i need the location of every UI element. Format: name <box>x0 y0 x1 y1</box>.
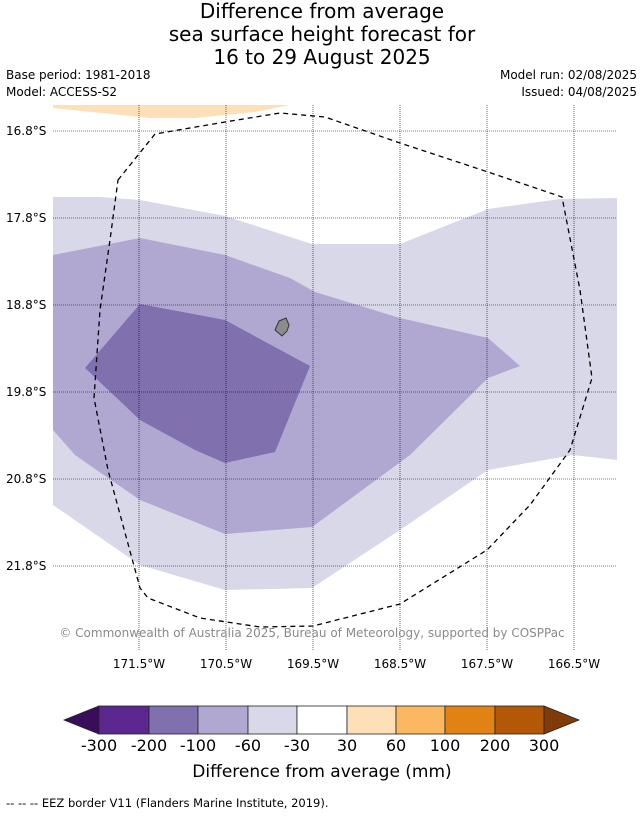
colorbar-segment-8 <box>444 705 496 735</box>
longitude-gridlines <box>138 105 575 650</box>
lat-label-5: 20.8°S <box>6 472 47 486</box>
colorbar-tick-8: 100 <box>429 736 461 755</box>
lon-label-4: 168.5°W <box>373 657 427 671</box>
island-land <box>274 317 290 337</box>
colorbar-segment-9 <box>494 705 545 735</box>
copyright-notice: © Commonwealth of Australia 2025, Bureau… <box>59 626 565 640</box>
colorbar-tick-4: -60 <box>234 736 262 755</box>
lon-label-3: 169.5°W <box>286 657 340 671</box>
lat-label-6: 21.8°S <box>6 559 47 573</box>
colorbar-tick-6: 30 <box>336 736 358 755</box>
meta-right: Model run: 02/08/2025 Issued: 04/08/2025 <box>500 67 637 101</box>
colorbar-segment-5 <box>296 705 348 735</box>
lat-label-2: 17.8°S <box>6 211 47 225</box>
lon-label-6: 166.5°W <box>547 657 601 671</box>
colorbar-tick-10: 300 <box>528 736 560 755</box>
map-title: Difference from average sea surface heig… <box>0 0 644 69</box>
lat-label-4: 19.8°S <box>6 385 47 399</box>
sea-height-map <box>53 105 617 650</box>
title-line-1: Difference from average <box>199 0 445 23</box>
colorbar-segment-3 <box>197 705 249 735</box>
model-run: Model run: 02/08/2025 <box>499 68 637 82</box>
colorbar-segment-7 <box>395 705 446 735</box>
lat-label-1: 16.8°S <box>6 124 47 138</box>
colorbar-segment-4 <box>247 705 298 735</box>
colorbar-segment-6 <box>346 705 397 735</box>
colorbar-tick-7: 60 <box>385 736 407 755</box>
eez-legend-symbol: -- -- -- <box>6 796 39 810</box>
lon-label-1: 171.5°W <box>112 657 166 671</box>
latitude-gridlines <box>53 130 617 567</box>
eez-border <box>93 112 593 628</box>
colorbar-segment-1 <box>98 705 150 735</box>
colorbar-segment-2 <box>148 705 199 735</box>
meta-left: Base period: 1981-2018 Model: ACCESS-S2 <box>6 67 151 101</box>
eez-legend-text: EEZ border V11 (Flanders Marine Institut… <box>41 796 329 810</box>
colorbar-tick-3: -100 <box>179 736 217 755</box>
lon-label-5: 167.5°W <box>460 657 514 671</box>
title-line-2: sea surface height forecast for <box>168 22 476 46</box>
colorbar-tick-5: -30 <box>283 736 311 755</box>
footer-legend: -- -- -- EEZ border V11 (Flanders Marine… <box>6 796 329 810</box>
issued-date: Issued: 04/08/2025 <box>521 85 637 99</box>
colorbar-segment-above-max <box>543 705 581 735</box>
colorbar-tick-1: -300 <box>80 736 118 755</box>
colorbar-tick-2: -200 <box>130 736 168 755</box>
title-line-3: 16 to 29 August 2025 <box>213 45 431 69</box>
model-name: Model: ACCESS-S2 <box>6 85 118 99</box>
anomaly-band-negative-100-200 <box>85 304 310 463</box>
colorbar-tick-9: 200 <box>479 736 511 755</box>
map-fill-layer <box>53 105 617 590</box>
lon-label-2: 170.5°W <box>199 657 253 671</box>
colorbar-segment-below-min <box>62 705 100 735</box>
base-period: Base period: 1981-2018 <box>6 68 151 82</box>
colorbar <box>62 705 581 735</box>
lat-label-3: 18.8°S <box>6 298 47 312</box>
anomaly-band-positive-30-60 <box>53 105 290 118</box>
colorbar-label: Difference from average (mm) <box>192 762 452 782</box>
